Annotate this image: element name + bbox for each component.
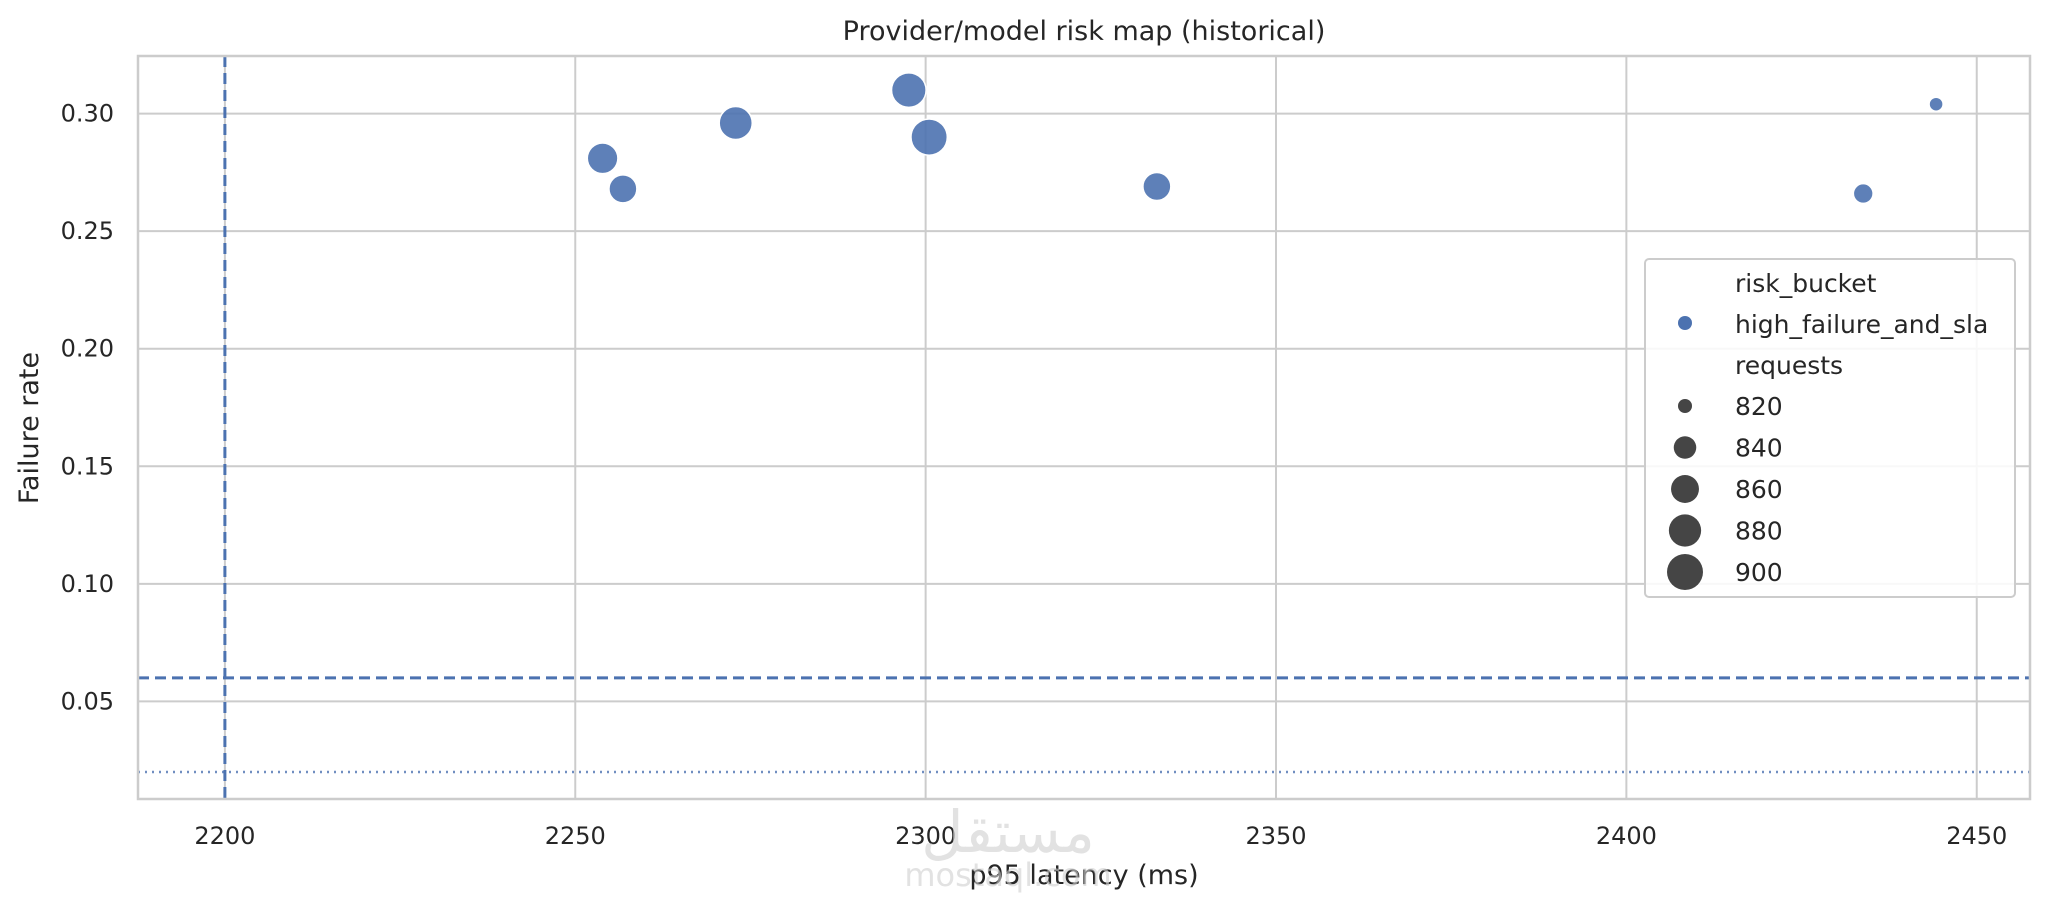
legend-size-label: 840	[1735, 434, 1783, 463]
x-tick-label: 2200	[194, 822, 255, 850]
watermark-latin: mostaql.com	[904, 856, 1111, 894]
x-axis-label: p95 latency (ms)	[969, 860, 1198, 891]
data-point	[1852, 182, 1874, 205]
chart-title: Provider/model risk map (historical)	[843, 16, 1326, 47]
y-tick-labels: 0.05 0.10 0.15 0.20 0.25 0.30	[61, 100, 114, 716]
x-tick-label: 2350	[1245, 822, 1306, 850]
legend-size-marker	[1667, 554, 1703, 590]
legend-hue-title: risk_bucket	[1735, 269, 1877, 298]
legend-size-label: 820	[1735, 392, 1783, 421]
legend-size-label: 900	[1735, 558, 1783, 587]
legend-size-marker	[1677, 398, 1693, 414]
x-tick-label: 2250	[545, 822, 606, 850]
data-point	[608, 174, 638, 204]
data-point	[718, 105, 754, 141]
watermark: مستقل mostaql.com	[904, 798, 1111, 894]
data-point	[1928, 96, 1944, 112]
legend: risk_bucket high_failure_and_sla request…	[1644, 258, 2016, 598]
x-tick-label: 2400	[1596, 822, 1657, 850]
y-tick-label: 0.05	[61, 687, 114, 715]
legend-size-marker	[1673, 436, 1697, 459]
legend-size-marker	[1671, 475, 1699, 503]
y-tick-label: 0.25	[61, 217, 114, 245]
y-tick-label: 0.30	[61, 100, 114, 128]
data-point	[1142, 171, 1172, 202]
x-tick-label: 2450	[1946, 822, 2007, 850]
legend-hue-marker	[1678, 316, 1692, 330]
legend-size-title: requests	[1735, 351, 1843, 380]
plot-frame	[136, 54, 2032, 801]
legend-hue-label: high_failure_and_sla	[1735, 310, 1988, 339]
legend-size-label: 880	[1735, 517, 1783, 546]
watermark-arabic: مستقل	[921, 798, 1095, 866]
data-point	[586, 142, 619, 175]
data-points	[586, 72, 1944, 205]
legend-size-label: 860	[1735, 475, 1783, 504]
x-tick-labels: 2200 2250 2300 2350 2400 2450	[194, 822, 2007, 850]
y-tick-label: 0.10	[61, 570, 114, 598]
y-tick-label: 0.15	[61, 452, 114, 480]
data-point	[910, 118, 949, 157]
y-tick-label: 0.20	[61, 335, 114, 363]
legend-size-entries: 820 840 860 880 900	[1667, 392, 1783, 590]
y-axis-label: Failure rate	[14, 352, 45, 504]
legend-size-marker	[1668, 514, 1702, 547]
x-tick-label: 2300	[895, 822, 956, 850]
legend-box	[1644, 258, 2016, 598]
data-point	[890, 72, 927, 109]
reference-lines	[138, 56, 2030, 799]
